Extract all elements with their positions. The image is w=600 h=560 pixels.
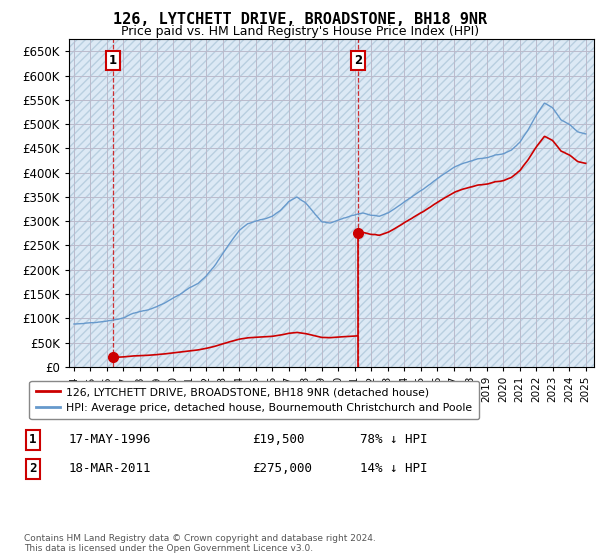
Text: 126, LYTCHETT DRIVE, BROADSTONE, BH18 9NR: 126, LYTCHETT DRIVE, BROADSTONE, BH18 9N… — [113, 12, 487, 27]
Text: £275,000: £275,000 — [252, 462, 312, 475]
Text: 18-MAR-2011: 18-MAR-2011 — [69, 462, 151, 475]
Text: 78% ↓ HPI: 78% ↓ HPI — [360, 433, 427, 446]
Legend: 126, LYTCHETT DRIVE, BROADSTONE, BH18 9NR (detached house), HPI: Average price, : 126, LYTCHETT DRIVE, BROADSTONE, BH18 9N… — [29, 381, 479, 419]
Text: Price paid vs. HM Land Registry's House Price Index (HPI): Price paid vs. HM Land Registry's House … — [121, 25, 479, 38]
Text: 1: 1 — [109, 54, 117, 67]
Text: Contains HM Land Registry data © Crown copyright and database right 2024.
This d: Contains HM Land Registry data © Crown c… — [24, 534, 376, 553]
Text: 2: 2 — [29, 462, 37, 475]
Text: 14% ↓ HPI: 14% ↓ HPI — [360, 462, 427, 475]
Text: £19,500: £19,500 — [252, 433, 305, 446]
Text: 17-MAY-1996: 17-MAY-1996 — [69, 433, 151, 446]
Text: 1: 1 — [29, 433, 37, 446]
Text: 2: 2 — [354, 54, 362, 67]
